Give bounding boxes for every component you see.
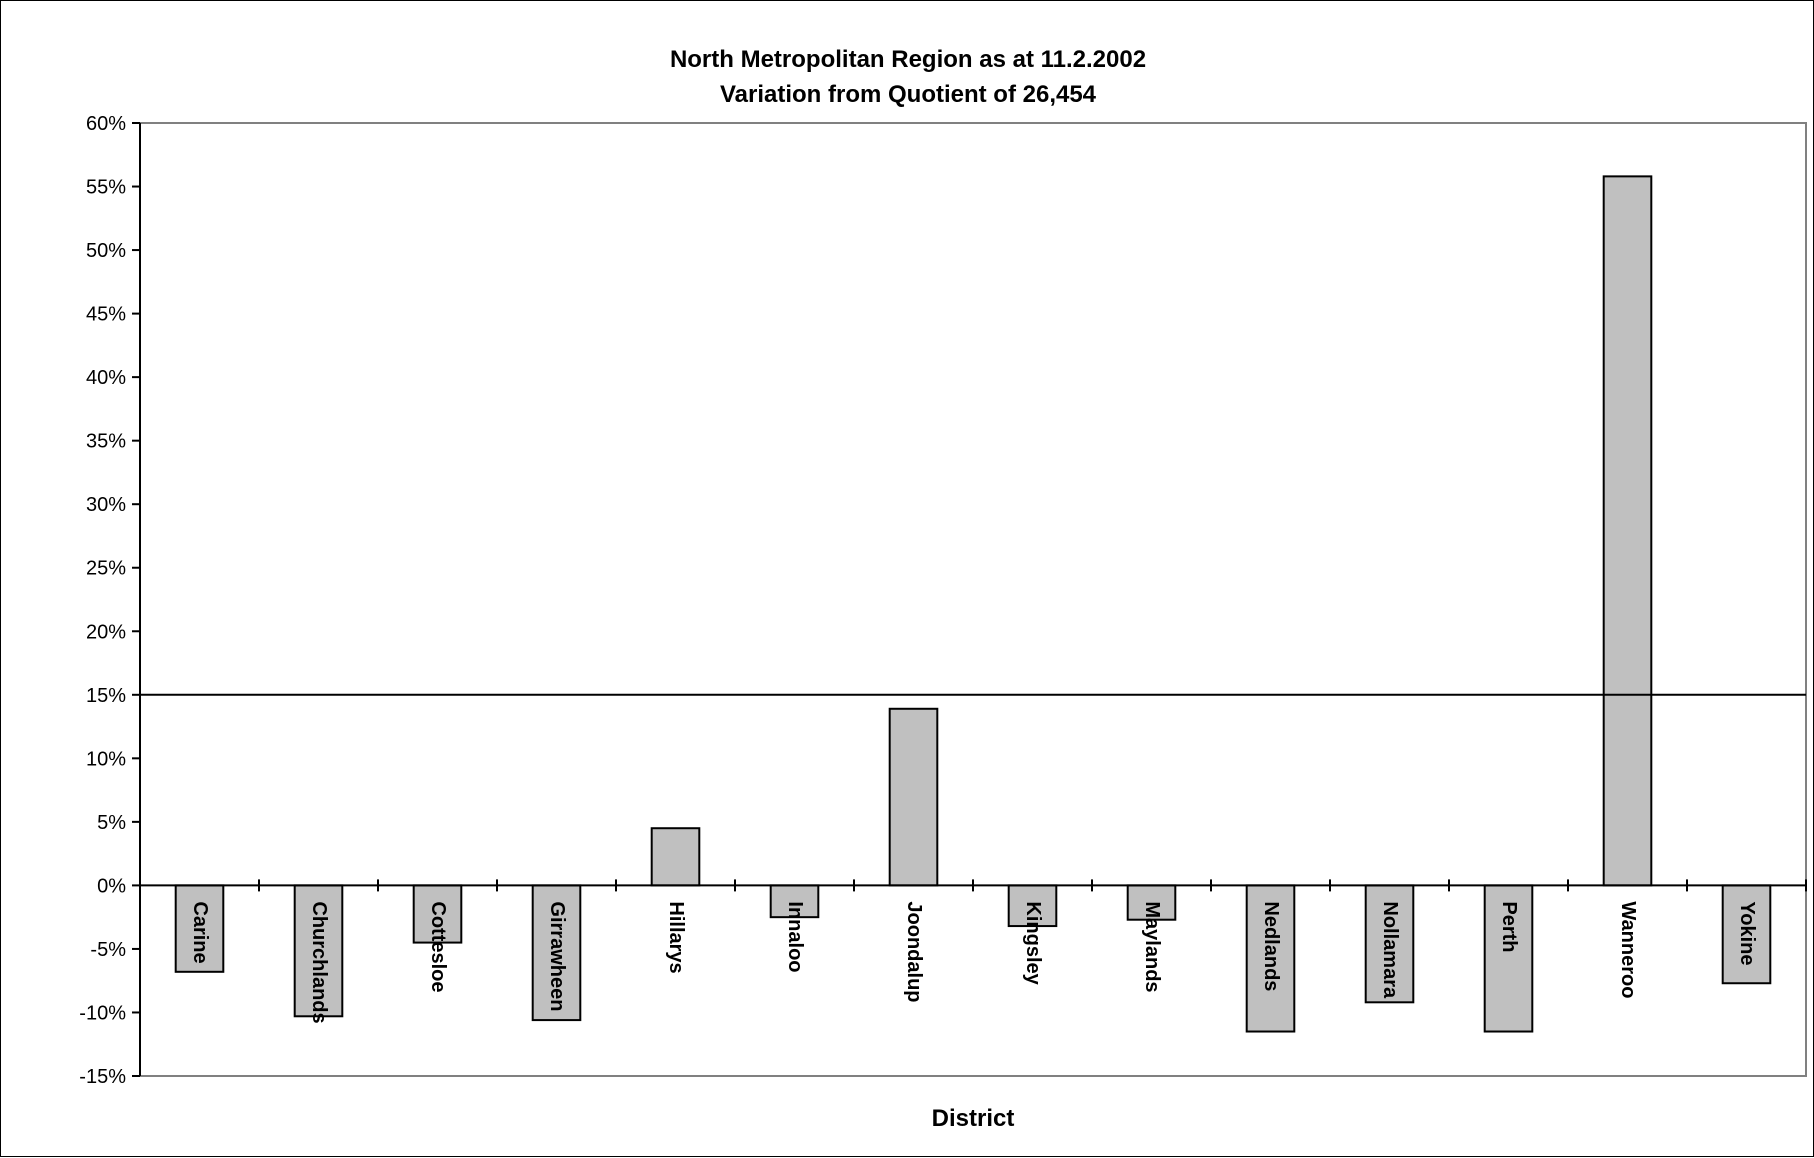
bar-hillarys [650,827,701,887]
y-tick-label: -5% [90,939,126,961]
y-tick-label: 0% [97,875,126,897]
category-label: Girrawheen [546,901,568,1011]
bar-perth [1483,884,1534,1033]
bars-group [174,175,1772,1033]
y-tick-label: 10% [86,748,126,770]
bar-maylands [1126,884,1177,921]
bar-girrawheen [531,884,582,1022]
bar-wanneroo [1602,175,1653,887]
y-tick-label: 30% [86,494,126,516]
bar-carine [174,884,225,973]
category-label: Kingsley [1022,901,1044,985]
y-tick-label: 25% [86,558,126,580]
y-tick-label: 55% [86,177,126,199]
y-tick-label: 5% [97,812,126,834]
y-tick-label: 50% [86,240,126,262]
y-tick-label: -10% [79,1002,126,1024]
y-tick-label: 45% [86,304,126,326]
bar-innaloo [769,884,820,919]
y-tick-label: 20% [86,621,126,643]
category-label: Churchlands [308,901,330,1023]
axes-group [139,123,1807,1076]
category-label: Innaloo [784,901,806,972]
category-label: Cottesloe [427,901,449,992]
chart-title-line2: Variation from Quotient of 26,454 [720,81,1097,108]
bar-kingsley [1007,884,1058,928]
y-tick-label: 35% [86,431,126,453]
y-axis-ticks: -15% -10% -5% 0% 5% 10% 15% 20% 25% 30% 35% 40% 45% 5… [79,113,140,1088]
y-tick-label: 15% [86,685,126,707]
y-tick-label: 60% [86,113,126,135]
bar-joondalup [888,707,939,887]
category-label: Hillarys [665,901,687,973]
bar-cottesloe [412,884,463,944]
y-tick-label: 40% [86,367,126,389]
plot-area [139,122,1807,1077]
category-label: Nollamara [1379,901,1401,999]
category-label: Wanneroo [1617,901,1639,998]
category-labels: Carine Churchlands Cottesloe Girrawheen Hill… [189,901,1758,1023]
category-label: Maylands [1141,901,1163,992]
x-axis-title: District [932,1105,1015,1132]
category-label: Joondalup [903,901,925,1002]
category-label: Carine [189,901,211,963]
chart-title-line1: North Metropolitan Region as at 11.2.200… [670,46,1146,73]
y-tick-label: -15% [79,1066,126,1088]
bar-yokine [1721,884,1772,985]
bar-nedlands [1245,884,1296,1033]
category-label: Nedlands [1260,901,1282,991]
category-label: Yokine [1736,901,1758,965]
category-label: Perth [1498,901,1520,952]
